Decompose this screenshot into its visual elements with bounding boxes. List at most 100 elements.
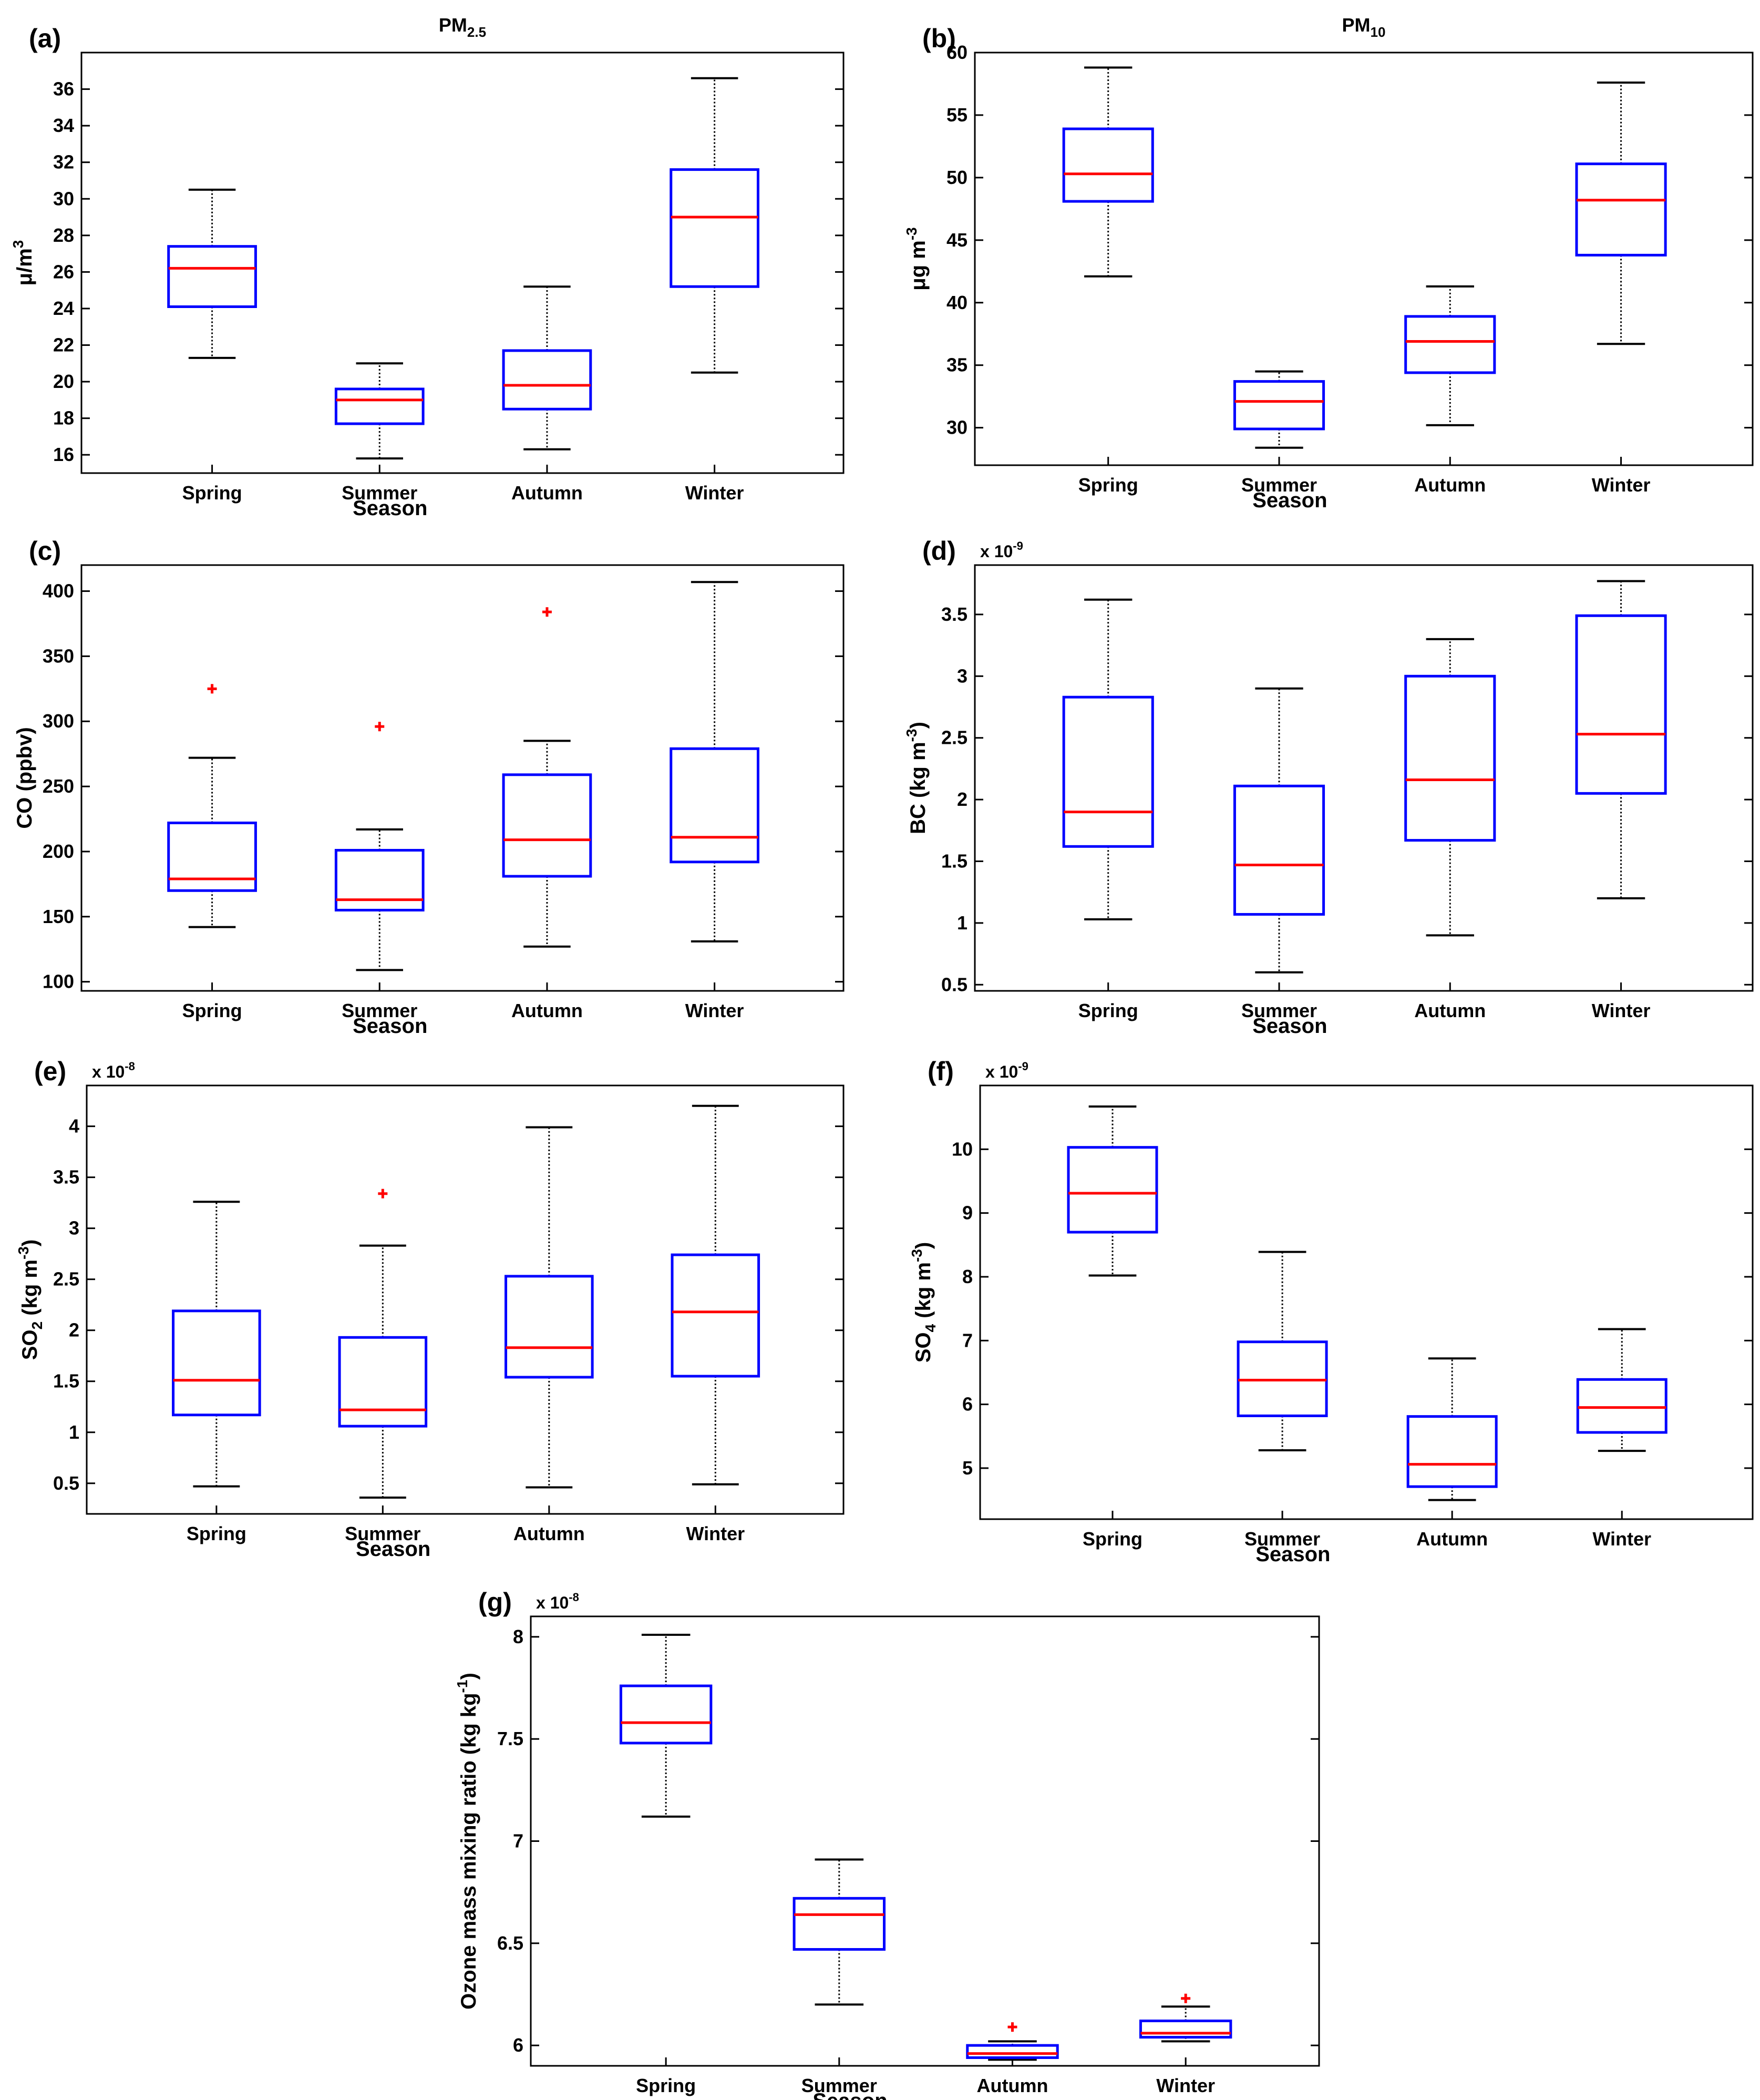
panel-f-label: (f) (928, 1057, 954, 1086)
panel-f-xtick-label-0: Spring (1083, 1528, 1143, 1550)
panel-a-ytick-label-6: 28 (53, 224, 74, 246)
panel-a-ytick-label-1: 18 (53, 407, 74, 429)
panel-d-autumn-box (1404, 674, 1496, 842)
panel-a-winter-box (670, 168, 759, 288)
panel-a-xtick-label-1: Summer (342, 482, 417, 504)
panel-d-label: (d) (922, 536, 956, 566)
panel-d-spring-box (1062, 695, 1154, 848)
panel-f-spring-box (1067, 1146, 1158, 1234)
panel-e-ytick-label-2: 1.5 (53, 1370, 79, 1392)
panel-e-ytick-label-1: 1 (69, 1421, 79, 1443)
panel-e-winter-box (671, 1253, 760, 1378)
panel-c-summer-outlier-0 (375, 722, 385, 732)
panel-b-autumn-box (1404, 315, 1496, 374)
panel-a-xtick-label-0: Spring (182, 482, 242, 504)
panel-f: (f) x 10-9 5 6 7 8 9 10 Spring Summer Autumn Winter… (909, 1057, 1754, 1566)
panel-c-ytick-label-4: 300 (43, 710, 74, 732)
panel-d-winter-box (1575, 614, 1667, 795)
panel-e-summer-outlier-0 (378, 1189, 388, 1198)
panel-b-ytick-label-6: 60 (946, 42, 968, 63)
panel-g-exponent: x 10-8 (536, 1591, 579, 1612)
panel-g-winter-box (1139, 2020, 1232, 2039)
panel-g-autumn-outlier-0 (1007, 2022, 1017, 2032)
panel-g: (g) x 10-8 6 6.5 7 7.5 8 Spring Summer Autumn Wint… (454, 1587, 1320, 2100)
panel-a-ytick-label-4: 24 (53, 298, 74, 319)
panel-b: (b) PM10 30 35 40 45 50 55 60 Spring Summer Autumn W… (903, 14, 1754, 512)
panel-b-ytick-label-1: 35 (946, 354, 968, 376)
panel-a-ytick-label-8: 32 (53, 151, 74, 173)
panel-g-ytick-label-1: 6.5 (497, 1932, 523, 1954)
panel-b-ytick-label-4: 50 (946, 167, 968, 188)
panel-c-xtick-label-2: Autumn (511, 1000, 583, 1021)
panel-e-xtick-label-2: Autumn (513, 1523, 585, 1544)
panel-g-ytick-label-3: 7.5 (497, 1728, 523, 1749)
panel-b-xtick-label-2: Autumn (1414, 474, 1486, 496)
panel-d-xtick-label-3: Winter (1592, 1000, 1651, 1021)
panel-b-ylabel: μg m-3 (903, 227, 930, 291)
panel-c-ytick-label-5: 350 (43, 645, 74, 667)
panel-e-summer-box (338, 1336, 428, 1428)
panel-e-autumn-box (505, 1275, 594, 1379)
panel-g-axes-frame (530, 1615, 1320, 2067)
panel-f-ytick-label-3: 8 (962, 1266, 973, 1287)
panel-b-ytick-label-2: 40 (946, 292, 968, 313)
panel-g-ytick-label-4: 8 (513, 1626, 523, 1647)
panel-b-ytick-label-5: 55 (946, 104, 968, 126)
panel-a-label: (a) (29, 24, 61, 53)
panel-g-xtick-label-2: Autumn (976, 2075, 1048, 2096)
panel-d-ytick-label-4: 2.5 (941, 727, 968, 749)
panel-c-ylabel: CO (ppbv) (13, 727, 36, 828)
panel-e-spring-box (172, 1309, 261, 1417)
panel-g-xtick-label-0: Spring (636, 2075, 696, 2096)
panel-f-xtick-label-2: Autumn (1416, 1528, 1488, 1550)
panel-f-winter-box (1576, 1378, 1668, 1434)
panel-e-axes-frame (86, 1084, 845, 1515)
panel-g-autumn-box (966, 2044, 1059, 2059)
panel-c-autumn-box (502, 773, 592, 878)
panel-c-xtick-label-3: Winter (685, 1000, 744, 1021)
panel-c-ytick-label-6: 400 (43, 580, 74, 602)
panel-f-xtick-label-1: Summer (1244, 1528, 1320, 1550)
panel-d-ytick-label-1: 1 (957, 912, 968, 934)
panel-b-spring-box (1062, 127, 1154, 203)
panel-a-ylabel: μ/m3 (10, 240, 36, 286)
panel-a-summer-box (334, 387, 425, 425)
panel-f-ytick-label-2: 7 (962, 1329, 973, 1351)
panel-a-title: PM2.5 (439, 14, 486, 40)
panel-a-ytick-label-0: 16 (53, 444, 74, 465)
panel-d: (d) x 10-9 0.5 1 1.5 2 2.5 3 3.5 Spring Summer Autu… (903, 536, 1754, 1038)
panel-f-ylabel: SO4 (kg m-3) (909, 1242, 939, 1363)
panel-d-axes-frame (974, 564, 1754, 992)
panel-d-ytick-label-0: 0.5 (941, 974, 968, 995)
panel-c-autumn-outlier-0 (542, 607, 552, 617)
panel-a-axes-frame (80, 52, 845, 474)
panel-b-summer-box (1233, 380, 1325, 431)
panel-g-ylabel: Ozone mass mixing ratio (kg kg-1) (454, 1673, 480, 2010)
panel-d-xtick-label-0: Spring (1078, 1000, 1138, 1021)
panel-a-xtick-label-2: Autumn (511, 482, 583, 504)
panel-g-winter-outlier-0 (1181, 1993, 1191, 2003)
panel-e-xtick-label-1: Summer (345, 1523, 420, 1544)
panel-b-winter-box (1575, 162, 1667, 257)
panel-c-ytick-label-1: 150 (43, 906, 74, 927)
panel-c-spring-outlier-0 (207, 684, 217, 694)
panel-e-ytick-label-6: 3.5 (53, 1166, 79, 1188)
panel-e-ytick-label-0: 0.5 (53, 1472, 79, 1494)
panel-c-winter-box (670, 747, 759, 864)
panel-f-autumn-box (1406, 1415, 1498, 1488)
panel-f-ytick-label-0: 5 (962, 1457, 973, 1479)
panel-b-xtick-label-3: Winter (1592, 474, 1651, 496)
panel-b-title: PM10 (1342, 14, 1386, 40)
panel-c-summer-box (334, 848, 425, 911)
panel-g-spring-box (619, 1684, 713, 1745)
panel-b-axes-frame (974, 52, 1754, 466)
panel-c-axes-frame (80, 564, 845, 992)
panel-c-ytick-label-3: 250 (43, 775, 74, 797)
panel-d-ytick-label-5: 3 (957, 665, 968, 687)
panel-e-ytick-label-7: 4 (69, 1115, 79, 1137)
panel-c-xtick-label-1: Summer (342, 1000, 417, 1021)
panel-g-ytick-label-2: 7 (513, 1830, 523, 1852)
panel-f-ytick-label-4: 9 (962, 1202, 973, 1224)
panel-c-spring-box (167, 821, 257, 892)
panel-c: (c) 100 150 200 250 300 350 400 Spring Summer Autu… (13, 536, 845, 1038)
